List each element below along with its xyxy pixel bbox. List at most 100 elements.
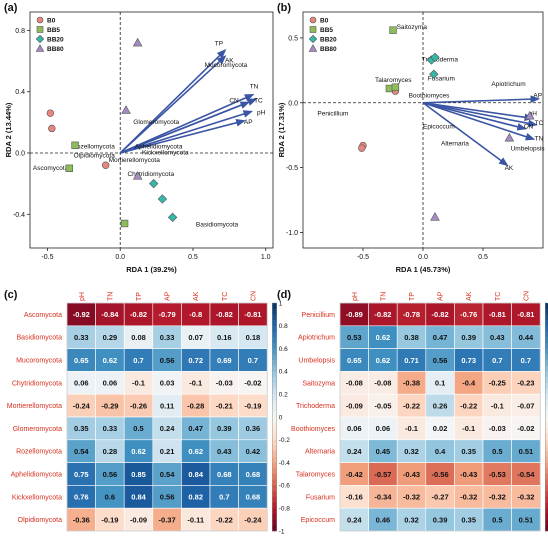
x-tick-label: 0.0	[115, 254, 125, 261]
heat-cell-value: 0.35	[461, 447, 476, 456]
heat-cell-value: 0.1	[435, 379, 445, 388]
color-scale-segment	[545, 485, 548, 492]
heat-cell-value: 0.16	[217, 333, 232, 342]
panel-label-b: (b)	[277, 2, 291, 14]
color-scale-segment	[545, 405, 548, 412]
heat-cell-value: -0.22	[403, 401, 420, 410]
heat-cell-value: 0.47	[188, 424, 203, 433]
color-scale-segment	[272, 502, 277, 509]
color-scale-segment	[545, 388, 548, 395]
point-b0	[46, 109, 55, 117]
heat-cell-value: -0.25	[489, 379, 506, 388]
x-axis-label: RDA 1 (45.73%)	[396, 265, 451, 274]
row-label-apiotrichum: Apiotrichum	[298, 335, 335, 342]
heat-cell-value: 0.68	[246, 493, 261, 502]
heat-cell-value: 0.51	[519, 447, 534, 456]
species-label-ascomycota: Ascomycota	[33, 165, 69, 172]
heat-cell-value: -0.24	[73, 401, 91, 410]
heat-cell-value: -0.36	[73, 515, 90, 524]
env-arrow-label-tn: TN	[535, 135, 544, 142]
heat-cell-value: 0.71	[404, 356, 419, 365]
heat-cell-value: -0.32	[517, 493, 534, 502]
legend-marker-bb5	[36, 26, 44, 33]
heat-cell-value: 0.5	[133, 424, 143, 433]
color-scale-segment	[272, 394, 277, 401]
color-scale-label: -0.8	[279, 506, 291, 513]
rda-panel-a: -0.5 0.0 0.5 1.0 -0.4 0.0 0.4 0.8 RDA 1 (39.2%) R…	[4, 11, 274, 274]
row-label-epicoccum: Epicoccum	[301, 517, 335, 524]
color-scale-segment	[545, 365, 548, 372]
color-scale-segment	[545, 502, 548, 509]
species-label-fusarium: Fusarium	[428, 76, 455, 83]
heat-cell-value: 0.6	[105, 493, 115, 502]
heat-cell-value: -0.09	[346, 401, 363, 410]
heat-cell-value: 0.56	[103, 470, 118, 479]
color-scale-segment	[545, 508, 548, 515]
row-label-fusarium: Fusarium	[306, 494, 335, 501]
color-scale-segment	[545, 308, 548, 315]
x-tick-label: 0.5	[188, 254, 198, 261]
heat-cell-value: 0.62	[376, 333, 391, 342]
column-header-tn: TN	[107, 292, 114, 301]
color-scale-segment	[272, 371, 277, 378]
heat-cell-value: 0.4	[435, 447, 446, 456]
legend-label-bb5: BB5	[320, 27, 333, 34]
heat-cell-value: 0.51	[519, 515, 534, 524]
heat-cell-value: -0.24	[244, 515, 262, 524]
row-label-olpidiomycota: Olpidiomycota	[18, 517, 62, 524]
color-scale-label: -0.6	[279, 483, 291, 490]
column-header-tp: TP	[136, 292, 143, 301]
heat-cell-value: -0.1	[405, 424, 418, 433]
env-arrow-ap	[422, 95, 541, 104]
env-arrow-tc	[422, 101, 538, 128]
column-header-ak: AK	[466, 291, 473, 301]
heat-cell-value: 0.06	[74, 379, 89, 388]
color-scale-segment	[272, 519, 277, 526]
x-tick-label: -0.5	[41, 254, 53, 261]
rda-panel-b: -0.5 0.0 0.5 -1.0 -0.5 0.0 0.5 RDA 1 (45.73%) RD…	[277, 11, 546, 274]
env-arrow-label-tc: TC	[254, 97, 263, 104]
color-scale-segment	[545, 474, 548, 480]
color-scale-segment	[545, 354, 548, 361]
heat-cell-value: -0.38	[403, 379, 420, 388]
env-arrow-tn	[422, 102, 536, 141]
color-scale-segment	[545, 462, 548, 469]
y-tick-label: -0.5	[286, 165, 298, 172]
point-bb20	[149, 178, 159, 189]
legend-label-bb5: BB5	[47, 27, 60, 34]
env-arrow-label-ap: AP	[533, 93, 542, 100]
color-scale-segment	[545, 468, 548, 475]
y-axis-label: RDA 2 (17.31%)	[277, 102, 286, 157]
heat-cell-value: 0.62	[131, 447, 146, 456]
color-scale-segment	[545, 496, 548, 503]
color-scale-segment	[545, 417, 548, 423]
heat-cell-value: 0.62	[103, 356, 118, 365]
heat-cell-value: 0.35	[74, 424, 89, 433]
heat-cell-value: -0.1	[132, 379, 145, 388]
species-label-mortierellomycota: Mortierellomycota	[109, 157, 161, 164]
color-scale-segment	[545, 439, 548, 446]
legend-marker-b0	[309, 16, 317, 24]
heat-cell-value: -0.08	[374, 379, 391, 388]
heat-cell-value: -0.89	[346, 310, 363, 319]
env-arrow-label-tc: TC	[535, 120, 544, 127]
heat-cell-value: 0.33	[103, 424, 118, 433]
color-scale-segment	[545, 451, 548, 458]
color-scale-segment	[545, 394, 548, 401]
heat-cell-value: 0.75	[74, 470, 89, 479]
color-scale-segment	[272, 320, 277, 327]
species-label-umbelopsis: Umbelopsis	[511, 146, 546, 153]
row-label-aphelidiomycota: Aphelidiomycota	[11, 472, 62, 479]
y-tick-label: 0.0	[288, 100, 298, 107]
heat-cell-value: 0.45	[376, 447, 391, 456]
heat-cell-value: 0.43	[490, 333, 505, 342]
heat-cell-value: -0.21	[216, 401, 233, 410]
heat-cell-value: -0.43	[460, 470, 477, 479]
color-scale-segment	[545, 434, 548, 441]
heat-cell-value: 0.33	[160, 333, 175, 342]
species-label-glomeromycota: Glomeromycota	[133, 119, 179, 126]
env-arrow-label-tn: TN	[250, 84, 259, 91]
heat-cell-value: 0.84	[131, 493, 146, 502]
